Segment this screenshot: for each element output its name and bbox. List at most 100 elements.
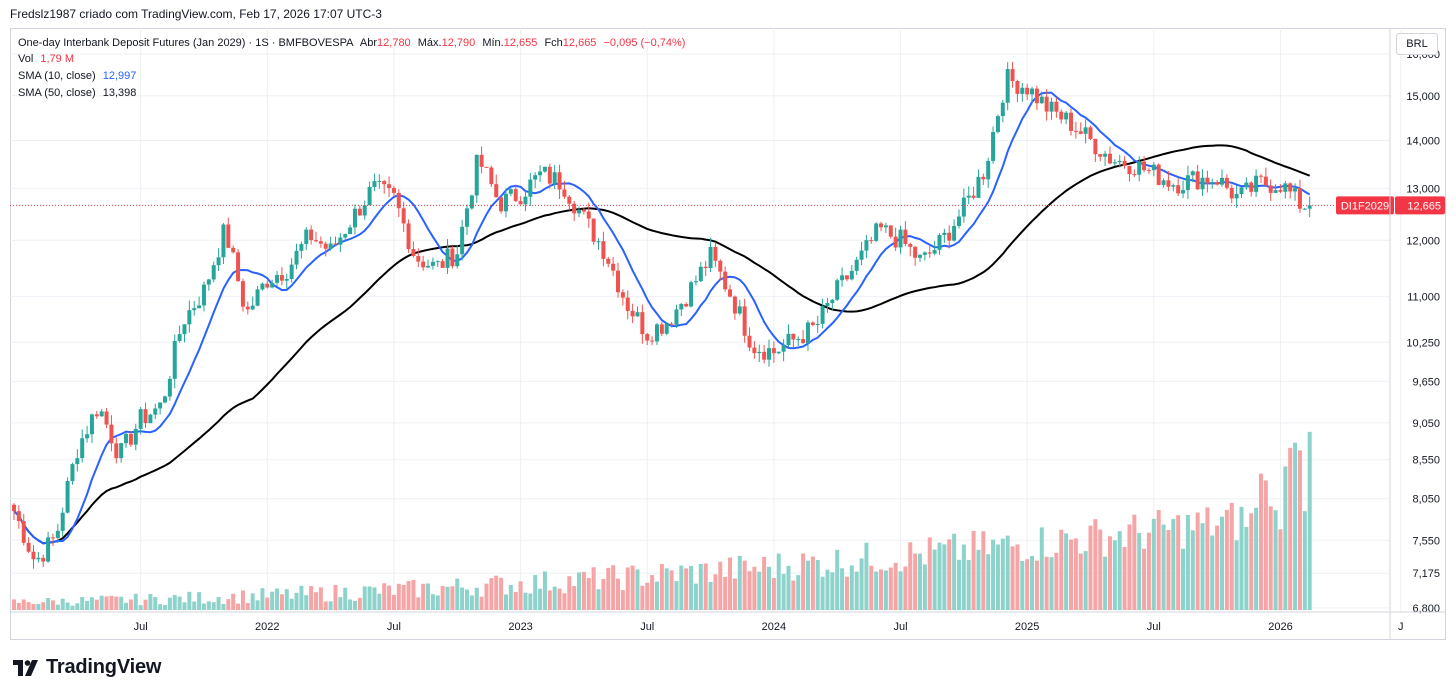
volume-bar xyxy=(226,599,231,610)
candle-body xyxy=(1229,187,1234,199)
volume-bar xyxy=(75,603,80,610)
candle-body xyxy=(197,305,202,309)
candle-body xyxy=(1005,69,1010,103)
candle-body xyxy=(1200,177,1205,190)
candle-body xyxy=(825,303,830,307)
volume-bar xyxy=(767,566,772,610)
volume-bar xyxy=(981,531,986,610)
candle-body xyxy=(513,189,518,202)
volume-bar xyxy=(352,600,357,610)
volume-bar xyxy=(1151,518,1156,610)
candle-body xyxy=(533,175,538,180)
volume-bar xyxy=(1278,529,1283,610)
candle-body xyxy=(557,172,562,190)
volume-bar xyxy=(1039,527,1044,610)
volume-bar xyxy=(41,602,46,610)
candle-body xyxy=(333,243,338,245)
candle-body xyxy=(70,464,75,482)
volume-bar xyxy=(1132,514,1137,610)
candle-body xyxy=(728,289,733,297)
volume-bar xyxy=(250,593,255,610)
candle-body xyxy=(854,259,859,271)
volume-bar xyxy=(1093,519,1098,610)
volume-bar xyxy=(776,553,781,610)
candle-body xyxy=(1210,182,1215,184)
legend-change: −0,095 (−0,74%) xyxy=(603,37,686,49)
last-price-tag-label: 12,665 xyxy=(1407,200,1441,212)
legend-sma10-label: SMA (10, close) xyxy=(18,70,96,82)
candle-body xyxy=(1258,175,1263,177)
volume-bar xyxy=(693,583,698,610)
volume-bar xyxy=(883,570,888,610)
volume-bar xyxy=(752,566,757,610)
candle-body xyxy=(737,306,742,314)
axes: 16,00015,00014,00013,00012,00011,00010,2… xyxy=(10,28,1446,640)
volume-bar xyxy=(562,593,567,610)
currency-button[interactable]: BRL xyxy=(1396,33,1438,55)
candle-body xyxy=(552,172,557,184)
candle-body xyxy=(922,252,927,255)
volume-bar xyxy=(201,603,206,610)
price-chart[interactable]: DI1F2029 12,665 16,00015,00014,00013,0001… xyxy=(10,28,1446,640)
volume-bar xyxy=(382,583,387,610)
candle-body xyxy=(879,223,884,228)
volume-bar xyxy=(1166,529,1171,610)
volume-bar xyxy=(362,586,367,610)
volume-bar xyxy=(372,587,377,610)
legend-high-label: Máx. xyxy=(417,37,442,49)
volume-bar xyxy=(1122,546,1127,610)
candle-body xyxy=(956,216,961,227)
volume-bar xyxy=(314,592,319,610)
tradingview-logo[interactable]: TradingView xyxy=(12,656,161,679)
volume-bar xyxy=(318,587,323,610)
volume-bar xyxy=(455,578,460,610)
volume-bar xyxy=(231,593,236,610)
volume-bar xyxy=(932,549,937,610)
volume-bar xyxy=(60,598,65,610)
volume-bar xyxy=(153,597,158,610)
volume-bar xyxy=(893,562,898,610)
volume-bar xyxy=(1215,525,1220,610)
candle-body xyxy=(26,542,31,552)
candle-body xyxy=(805,322,810,344)
x-tick-label: 2026 xyxy=(1268,621,1292,633)
volume-bar xyxy=(1254,507,1259,610)
candle-body xyxy=(893,236,898,248)
y-tick-label: 11,000 xyxy=(1407,292,1440,304)
candle-body xyxy=(1151,164,1156,171)
volume-bar xyxy=(1224,509,1229,610)
y-tick-label: 8,050 xyxy=(1412,494,1440,506)
volume-bar xyxy=(1239,506,1244,610)
volume-bar xyxy=(460,587,465,610)
volume-bar xyxy=(70,605,75,610)
candle-body xyxy=(1034,88,1039,104)
volume-bar xyxy=(1054,552,1059,610)
candle-body xyxy=(1054,101,1059,112)
legend-row-sma50: SMA (50, close) 13,398 xyxy=(18,87,136,99)
candle-body xyxy=(411,249,416,256)
candle-body xyxy=(786,333,791,346)
candle-body xyxy=(703,266,708,269)
candle-body xyxy=(211,265,216,280)
candle-body xyxy=(75,458,80,465)
candle-body xyxy=(528,179,533,197)
symbol-tag-label: DI1F2029 xyxy=(1341,200,1389,212)
volume-bar xyxy=(163,604,168,610)
candle-body xyxy=(874,223,879,241)
candle-body xyxy=(153,408,158,415)
volume-bar xyxy=(1200,523,1205,610)
volume-bar xyxy=(158,604,163,610)
volume-bar xyxy=(31,604,36,610)
candle-body xyxy=(89,414,94,435)
volume-bar xyxy=(367,586,372,610)
candle-body xyxy=(1078,131,1083,134)
candle-body xyxy=(927,252,932,254)
candle-body xyxy=(883,225,888,228)
x-tick-label: Jul xyxy=(893,621,907,633)
volume-bar xyxy=(947,539,952,610)
candle-body xyxy=(479,154,484,167)
candle-body xyxy=(723,271,728,290)
volume-bar xyxy=(50,600,55,610)
candle-body xyxy=(387,184,392,189)
candle-body xyxy=(1263,176,1268,186)
